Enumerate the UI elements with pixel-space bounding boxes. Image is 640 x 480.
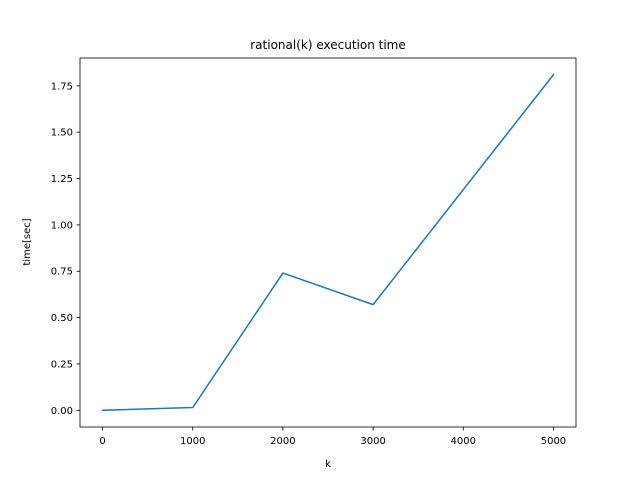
y-tick-label: 0.50 (51, 313, 73, 324)
y-tick-label: 0.00 (51, 406, 73, 417)
y-tick-label: 1.25 (51, 174, 73, 185)
x-tick-label: 3000 (360, 436, 385, 447)
y-axis-label: time[sec] (22, 218, 33, 265)
x-tick-label: 2000 (270, 436, 295, 447)
series-line (101, 73, 555, 412)
plot-area (80, 58, 576, 427)
x-axis-label: k (325, 459, 331, 470)
y-tick-label: 1.75 (51, 81, 73, 92)
x-tick-label: 4000 (451, 436, 476, 447)
y-tick-label: 0.75 (51, 267, 73, 278)
y-tick-label: 1.50 (51, 128, 73, 139)
x-tick-label: 5000 (541, 436, 566, 447)
y-tick-label: 1.00 (51, 220, 73, 231)
y-tick-label: 0.25 (51, 359, 73, 370)
x-axis-ticks: 0 1000 2000 3000 4000 5000 (99, 427, 566, 447)
y-axis-ticks: 0.00 0.25 0.50 0.75 1.00 1.25 1.50 1.75 (51, 81, 80, 417)
series-layer (101, 73, 555, 412)
plot-frame (79, 57, 577, 428)
x-tick-label: 1000 (180, 436, 205, 447)
chart-title: rational(k) execution time (250, 38, 406, 52)
x-tick-label: 0 (99, 436, 105, 447)
